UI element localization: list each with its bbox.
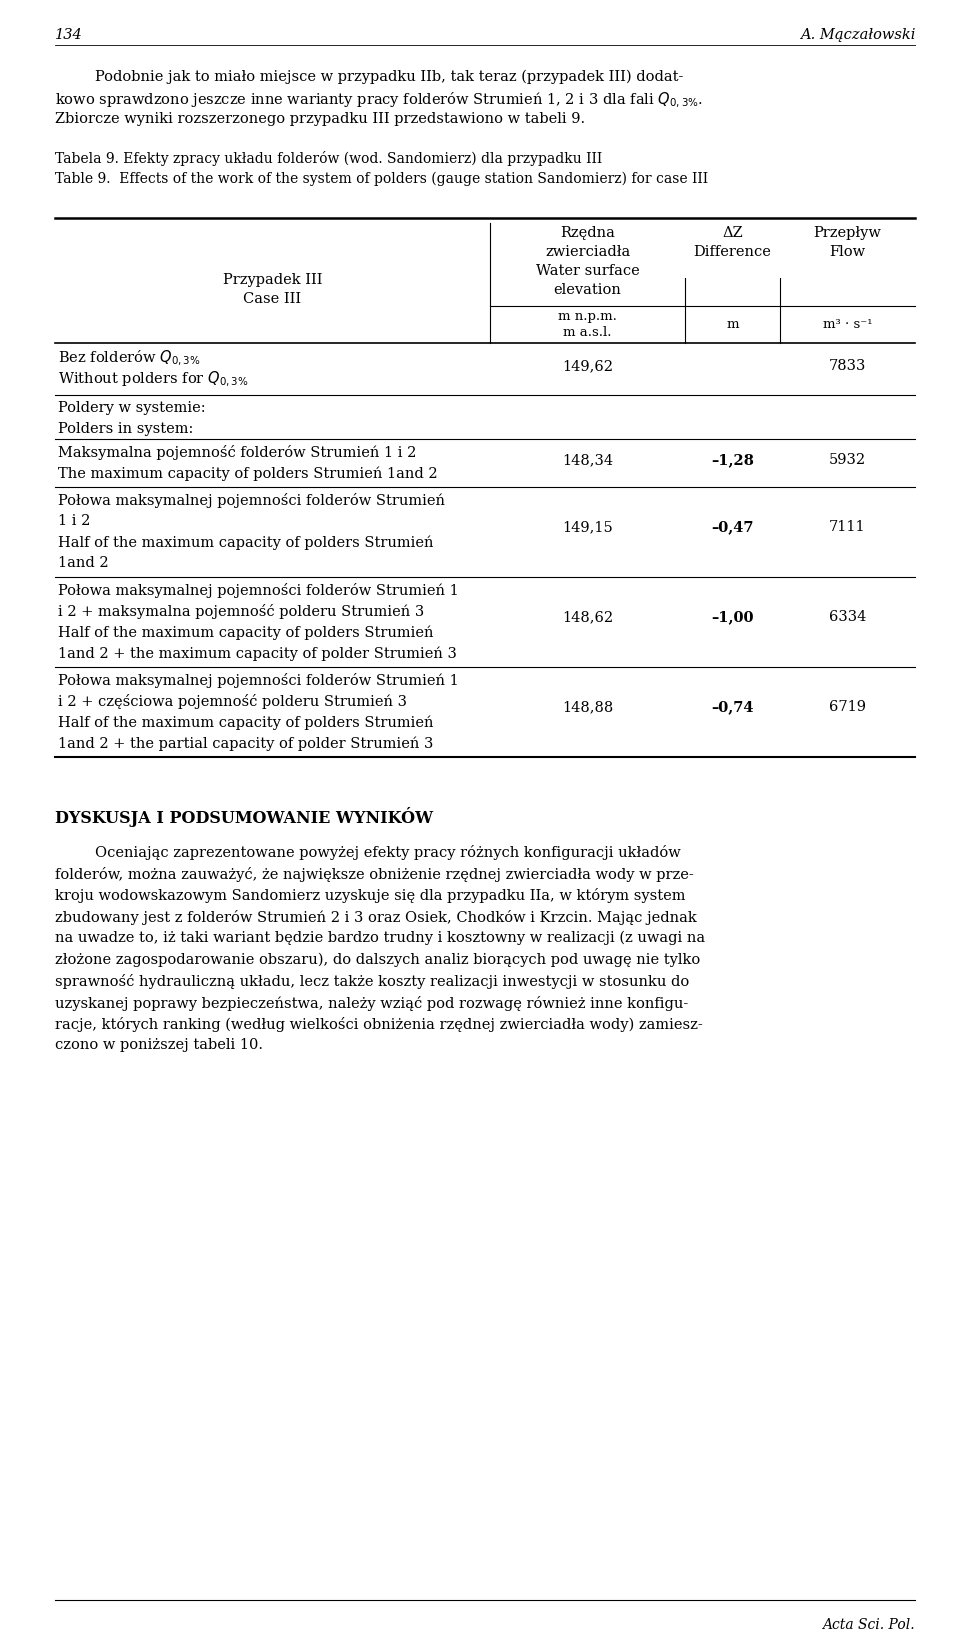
Text: Acta Sci. Pol.: Acta Sci. Pol. <box>823 1618 915 1631</box>
Text: na uwadze to, iż taki wariant będzie bardzo trudny i kosztowny w realizacji (z u: na uwadze to, iż taki wariant będzie bar… <box>55 932 706 945</box>
Text: sprawność hydrauliczną układu, lecz także koszty realizacji inwestycji w stosunk: sprawność hydrauliczną układu, lecz takż… <box>55 974 689 989</box>
Text: 134: 134 <box>55 28 83 43</box>
Text: 6719: 6719 <box>829 700 866 714</box>
Text: A. Mączałowski: A. Mączałowski <box>800 28 915 43</box>
Text: Przepływ: Przepływ <box>813 226 881 240</box>
Text: 7111: 7111 <box>829 520 866 533</box>
Text: i 2 + częściowa pojemność polderu Strumień 3: i 2 + częściowa pojemność polderu Strumi… <box>58 695 407 709</box>
Text: m: m <box>727 318 739 331</box>
Text: 1 i 2: 1 i 2 <box>58 514 90 528</box>
Text: złożone zagospodarowanie obszaru), do dalszych analiz biorących pod uwagę nie ty: złożone zagospodarowanie obszaru), do da… <box>55 953 700 966</box>
Text: 149,15: 149,15 <box>563 520 612 533</box>
Text: Oceniając zaprezentowane powyżej efekty pracy różnych konfiguracji układów: Oceniając zaprezentowane powyżej efekty … <box>95 844 681 859</box>
Text: Przypadek III: Przypadek III <box>223 273 323 286</box>
Text: Table 9.  Effects of the work of the system of polders (gauge station Sandomierz: Table 9. Effects of the work of the syst… <box>55 171 708 186</box>
Text: Flow: Flow <box>829 245 866 258</box>
Text: 148,62: 148,62 <box>562 611 613 624</box>
Text: Bez folderów $Q_{0,3\%}$: Bez folderów $Q_{0,3\%}$ <box>58 349 201 369</box>
Text: The maximum capacity of polders Strumień 1and 2: The maximum capacity of polders Strumień… <box>58 466 438 481</box>
Text: Zbiorcze wyniki rozszerzonego przypadku III przedstawiono w tabeli 9.: Zbiorcze wyniki rozszerzonego przypadku … <box>55 112 586 127</box>
Text: Poldery w systemie:: Poldery w systemie: <box>58 402 205 415</box>
Text: Połowa maksymalnej pojemności folderów Strumień 1: Połowa maksymalnej pojemności folderów S… <box>58 673 459 688</box>
Text: Half of the maximum capacity of polders Strumień: Half of the maximum capacity of polders … <box>58 714 434 729</box>
Text: Without polders for $Q_{0,3\%}$: Without polders for $Q_{0,3\%}$ <box>58 370 249 390</box>
Text: Połowa maksymalnej pojemności folderów Strumień 1: Połowa maksymalnej pojemności folderów S… <box>58 583 459 597</box>
Text: zwierciadła: zwierciadła <box>545 245 630 258</box>
Text: m a.s.l.: m a.s.l. <box>564 326 612 339</box>
Text: elevation: elevation <box>554 283 621 296</box>
Text: 5932: 5932 <box>828 453 866 467</box>
Text: –0,74: –0,74 <box>711 700 754 714</box>
Text: 1and 2: 1and 2 <box>58 556 108 570</box>
Text: Połowa maksymalnej pojemności folderów Strumień: Połowa maksymalnej pojemności folderów S… <box>58 494 445 509</box>
Text: czono w poniższej tabeli 10.: czono w poniższej tabeli 10. <box>55 1039 263 1052</box>
Text: Tabela 9. Efekty zpracy układu folderów (wod. Sandomierz) dla przypadku III: Tabela 9. Efekty zpracy układu folderów … <box>55 151 602 166</box>
Text: 148,34: 148,34 <box>562 453 613 467</box>
Text: Podobnie jak to miało miejsce w przypadku IIb, tak teraz (przypadek III) dodat-: Podobnie jak to miało miejsce w przypadk… <box>95 71 684 84</box>
Text: racje, których ranking (według wielkości obniżenia rzędnej zwierciadła wody) zam: racje, których ranking (według wielkości… <box>55 1017 703 1032</box>
Text: 149,62: 149,62 <box>562 359 613 374</box>
Text: 6334: 6334 <box>828 611 866 624</box>
Text: Half of the maximum capacity of polders Strumień: Half of the maximum capacity of polders … <box>58 625 434 640</box>
Text: kroju wodowskazowym Sandomierz uzyskuje się dla przypadku IIa, w którym system: kroju wodowskazowym Sandomierz uzyskuje … <box>55 887 685 904</box>
Text: –0,47: –0,47 <box>711 520 754 533</box>
Text: Water surface: Water surface <box>536 263 639 278</box>
Text: m³ · s⁻¹: m³ · s⁻¹ <box>823 318 873 331</box>
Text: 148,88: 148,88 <box>562 700 613 714</box>
Text: kowo sprawdzono jeszcze inne warianty pracy folderów Strumień 1, 2 i 3 dla fali : kowo sprawdzono jeszcze inne warianty pr… <box>55 91 703 110</box>
Text: Rzędna: Rzędna <box>560 226 615 240</box>
Text: Half of the maximum capacity of polders Strumień: Half of the maximum capacity of polders … <box>58 535 434 550</box>
Text: 7833: 7833 <box>828 359 866 374</box>
Text: Difference: Difference <box>693 245 772 258</box>
Text: i 2 + maksymalna pojemność polderu Strumień 3: i 2 + maksymalna pojemność polderu Strum… <box>58 604 424 619</box>
Text: Case III: Case III <box>244 291 301 306</box>
Text: Polders in system:: Polders in system: <box>58 421 193 436</box>
Text: –1,00: –1,00 <box>711 611 754 624</box>
Text: uzyskanej poprawy bezpieczeństwa, należy wziąć pod rozwagę również inne konfigu-: uzyskanej poprawy bezpieczeństwa, należy… <box>55 996 688 1011</box>
Text: zbudowany jest z folderów Strumień 2 i 3 oraz Osiek, Chodków i Krzcin. Mając jed: zbudowany jest z folderów Strumień 2 i 3… <box>55 910 697 925</box>
Text: –1,28: –1,28 <box>711 453 754 467</box>
Text: 1and 2 + the maximum capacity of polder Strumień 3: 1and 2 + the maximum capacity of polder … <box>58 645 457 660</box>
Text: m n.p.m.: m n.p.m. <box>558 309 617 323</box>
Text: Maksymalna pojemność folderów Strumień 1 i 2: Maksymalna pojemność folderów Strumień 1… <box>58 444 417 459</box>
Text: ΔZ: ΔZ <box>722 226 743 240</box>
Text: DYSKUSJA I PODSUMOWANIE WYNIKÓW: DYSKUSJA I PODSUMOWANIE WYNIKÓW <box>55 807 433 826</box>
Text: 1and 2 + the partial capacity of polder Strumień 3: 1and 2 + the partial capacity of polder … <box>58 736 433 751</box>
Text: folderów, można zauważyć, że największe obniżenie rzędnej zwierciadła wody w prz: folderów, można zauważyć, że największe … <box>55 866 694 882</box>
